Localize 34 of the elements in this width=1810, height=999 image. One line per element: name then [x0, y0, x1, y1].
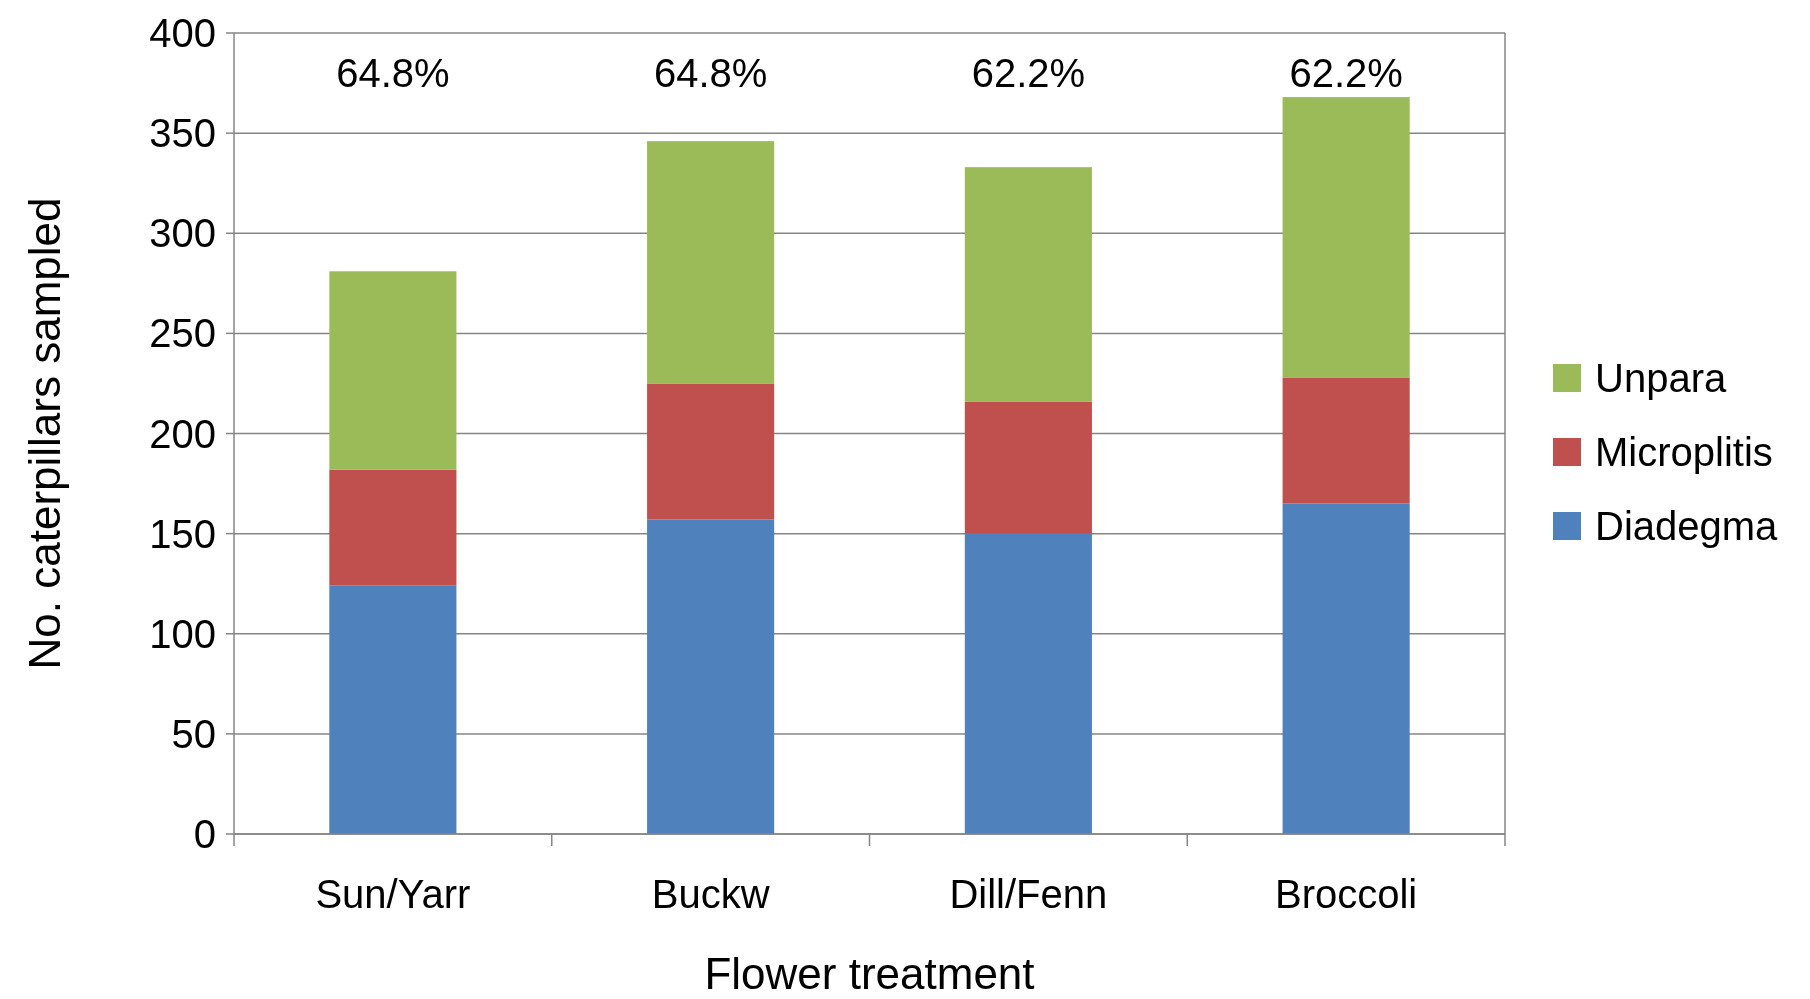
legend-label: Microplitis	[1595, 430, 1773, 474]
bar	[329, 271, 457, 470]
y-tick-label: 150	[149, 511, 216, 556]
y-tick-label: 50	[171, 711, 216, 756]
annotation: 62.2%	[1289, 51, 1403, 95]
bar	[964, 167, 1092, 402]
bar	[329, 585, 457, 834]
bar	[647, 141, 775, 384]
annotation: 64.8%	[336, 51, 450, 95]
bar	[964, 533, 1092, 834]
y-tick-label: 100	[149, 611, 216, 656]
bar	[647, 383, 775, 520]
bar	[1282, 377, 1410, 504]
x-tick-label: Buckw	[651, 872, 770, 916]
x-tick-label: Dill/Fenn	[949, 872, 1108, 916]
bar	[964, 401, 1092, 534]
x-axis-title: Flower treatment	[704, 949, 1035, 998]
bar	[329, 469, 457, 586]
legend-label: Diadegma	[1595, 504, 1779, 548]
bar	[1282, 97, 1410, 378]
y-tick-label: 350	[149, 111, 216, 156]
y-axis-title: No. caterpillars sampled	[20, 197, 69, 670]
y-tick-label: 200	[149, 411, 216, 456]
x-tick-label: Broccoli	[1274, 872, 1418, 916]
y-tick-label: 0	[193, 812, 216, 856]
legend-label: Unpara	[1595, 356, 1727, 400]
annotation: 64.8%	[653, 51, 768, 95]
annotation: 62.2%	[971, 51, 1086, 95]
bar	[647, 519, 775, 834]
y-tick-label: 400	[149, 11, 216, 55]
bar	[1282, 503, 1410, 834]
y-tick-label: 250	[149, 311, 216, 356]
x-tick-label: Sun/Yarr	[315, 872, 471, 916]
y-tick-label: 300	[149, 211, 216, 256]
